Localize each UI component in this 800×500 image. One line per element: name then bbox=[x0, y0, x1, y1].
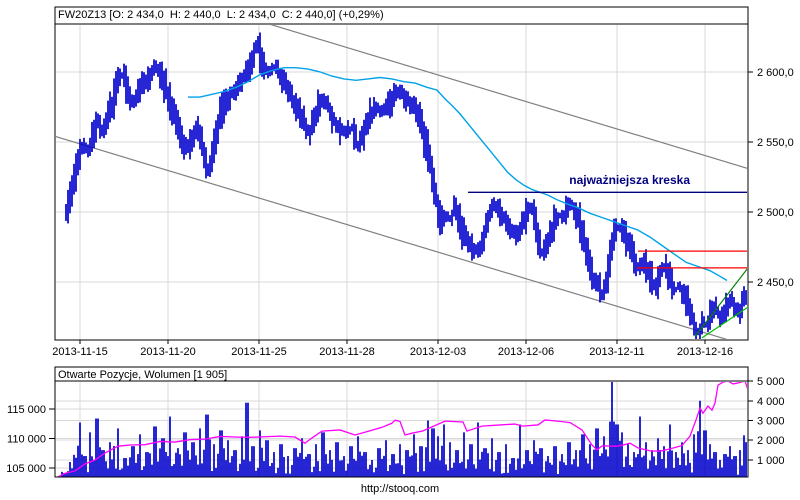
ma-line bbox=[188, 66, 728, 282]
price-panel-border bbox=[54, 6, 749, 341]
price-y-tick-label: 2 450,0 bbox=[757, 277, 794, 289]
volume-plot bbox=[57, 382, 747, 477]
price-plot bbox=[56, 25, 747, 339]
green-trend-line bbox=[694, 268, 747, 337]
volume-panel-title: Otwarte Pozycje, Wolumen [1 905] bbox=[58, 369, 228, 381]
price-grid bbox=[56, 25, 747, 340]
annotation-najwazniejsza-kreska: najważniejsza kreska bbox=[569, 173, 690, 187]
volume-bars bbox=[61, 382, 747, 477]
vol-tick-label: 1 000 bbox=[757, 455, 785, 467]
vol-tick-label: 3 000 bbox=[757, 415, 785, 427]
vol-tick-label: 2 000 bbox=[757, 435, 785, 447]
date-tick-label: 2013-12-11 bbox=[589, 346, 644, 358]
date-tick-label: 2013-11-25 bbox=[231, 346, 286, 358]
date-tick-label: 2013-12-03 bbox=[410, 346, 466, 358]
vol-tick-label: 4 000 bbox=[757, 396, 785, 408]
channel-line bbox=[56, 135, 728, 339]
date-tick-label: 2013-11-28 bbox=[319, 346, 374, 358]
open-interest-line bbox=[57, 382, 747, 477]
price-y-tick-label: 2 550,0 bbox=[757, 137, 794, 149]
volume-panel-border bbox=[54, 366, 749, 478]
oi-tick-label: 115 000 bbox=[7, 404, 46, 416]
oi-tick-label: 110 000 bbox=[7, 434, 46, 446]
channel-line bbox=[270, 25, 747, 169]
date-tick-label: 2013-11-15 bbox=[52, 346, 107, 358]
price-panel-title: FW20Z13 [O: 2 434,0 H: 2 440,0 L: 2 434,… bbox=[58, 9, 384, 21]
price-y-tick-label: 2 600,0 bbox=[757, 67, 794, 79]
oi-tick-label: 105 000 bbox=[6, 463, 46, 475]
price-bars bbox=[65, 32, 747, 339]
date-tick-label: 2013-11-20 bbox=[140, 346, 195, 358]
price-y-tick-label: 2 500,0 bbox=[757, 207, 794, 219]
vol-tick-label: 5 000 bbox=[757, 376, 785, 388]
green-trend-line bbox=[701, 307, 747, 339]
date-tick-label: 2013-12-06 bbox=[498, 346, 554, 358]
date-tick-label: 2013-12-16 bbox=[677, 346, 733, 358]
footer-url: http://stooq.com bbox=[360, 483, 440, 495]
